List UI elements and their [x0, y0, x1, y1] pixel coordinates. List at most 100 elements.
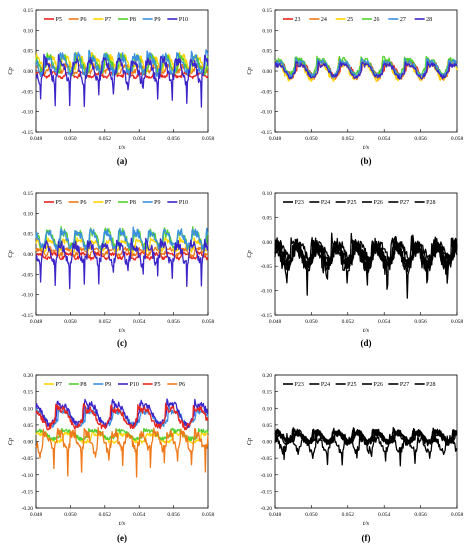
- y-axis-label: Cp: [7, 249, 14, 257]
- x-tick-label: 0.054: [133, 136, 146, 142]
- x-tick-label: 0.056: [414, 136, 427, 142]
- x-tick-label: 0.052: [99, 136, 112, 142]
- series-line-P5: [35, 402, 209, 431]
- y-tick-label: -0.10: [261, 473, 273, 479]
- panel-label: (f): [362, 533, 371, 543]
- legend-label: 24: [321, 17, 327, 23]
- y-tick-label: 0.05: [262, 423, 272, 429]
- y-tick-label: -0.05: [261, 89, 273, 95]
- y-tick-label: -0.20: [22, 506, 34, 512]
- x-tick-label: 0.052: [342, 512, 355, 518]
- series-line-P7: [35, 236, 209, 254]
- y-tick-label: 0.05: [262, 49, 272, 55]
- y-tick-label: 0.05: [23, 49, 33, 55]
- y-axis-label: Cp: [246, 437, 253, 445]
- x-tick-label: 0.052: [99, 512, 112, 518]
- legend-label: 23: [295, 17, 301, 23]
- legend-label: P26: [374, 200, 383, 206]
- x-tick-label: 0.056: [414, 319, 427, 325]
- y-tick-label: 0.00: [262, 440, 272, 446]
- x-tick-label: 0.056: [167, 136, 180, 142]
- y-tick-label: 0.10: [262, 406, 272, 412]
- y-tick-label: 0.00: [23, 440, 33, 446]
- x-axis-label: t/s: [119, 144, 126, 151]
- panel-label: (d): [361, 338, 372, 348]
- x-tick-label: 0.050: [64, 512, 77, 518]
- legend-label: 26: [374, 17, 380, 23]
- x-axis-label: t/s: [363, 520, 370, 527]
- y-tick-label: -0.15: [22, 489, 34, 495]
- x-tick-label: 0.048: [30, 512, 43, 518]
- y-axis-label: Cp: [7, 437, 14, 445]
- series-line-P28: [274, 232, 458, 299]
- legend-label: P28: [426, 200, 435, 206]
- y-tick-label: -0.05: [261, 456, 273, 462]
- x-tick-label: 0.050: [305, 319, 318, 325]
- legend-label: P9: [154, 17, 160, 23]
- y-tick-label: 0.20: [23, 373, 33, 379]
- legend-label: P8: [130, 17, 136, 23]
- x-tick-label: 0.056: [167, 319, 180, 325]
- x-axis-label: t/s: [363, 327, 370, 334]
- x-tick-label: 0.048: [269, 512, 282, 518]
- x-tick-label: 0.058: [202, 512, 215, 518]
- y-tick-label: 0.05: [23, 423, 33, 429]
- x-tick-label: 0.048: [269, 136, 282, 142]
- panel-c: -0.15 -0.10 -0.05 0.00 0.05 0.10 0.15 0.048 0.05…: [7, 191, 214, 348]
- legend: P7 P8 P9 P10 P5 P6: [44, 382, 185, 388]
- panel-label: (a): [117, 156, 128, 166]
- series-line-P26: [274, 241, 458, 270]
- x-tick-label: 0.048: [30, 136, 43, 142]
- series-line-P5: [35, 70, 209, 80]
- legend-label: P24: [321, 200, 330, 206]
- y-tick-label: -0.05: [22, 272, 34, 278]
- legend-label: P7: [105, 17, 111, 23]
- y-axis-label: Cp: [246, 66, 253, 74]
- legend-label: 28: [426, 17, 432, 23]
- series-line-P10: [35, 237, 209, 290]
- legend-label: P9: [105, 382, 111, 388]
- x-axis-label: t/s: [119, 520, 126, 527]
- y-tick-label: -0.15: [22, 130, 34, 136]
- legend-label: P6: [80, 17, 86, 23]
- y-tick-label: -0.15: [261, 489, 273, 495]
- y-tick-label: 0.10: [23, 28, 33, 34]
- x-tick-label: 0.056: [414, 512, 427, 518]
- x-axis-label: t/s: [119, 327, 126, 334]
- legend-label: 27: [400, 17, 406, 23]
- y-tick-label: -0.15: [261, 130, 273, 136]
- y-tick-label: 0.10: [23, 211, 33, 217]
- legend-label: P10: [179, 17, 188, 23]
- panel-label: (b): [361, 156, 372, 166]
- x-tick-label: 0.054: [133, 512, 146, 518]
- series-line-P8: [35, 427, 209, 442]
- y-tick-label: 0.20: [262, 373, 272, 379]
- y-tick-label: -0.10: [22, 293, 34, 299]
- legend-label: P27: [400, 382, 409, 388]
- y-tick-label: -0.05: [22, 456, 34, 462]
- y-tick-label: -0.10: [22, 473, 34, 479]
- x-tick-label: 0.048: [269, 319, 282, 325]
- series-line-28: [274, 60, 458, 80]
- y-tick-label: -0.20: [261, 506, 273, 512]
- x-tick-label: 0.054: [133, 319, 146, 325]
- y-tick-label: 0.00: [23, 69, 33, 75]
- legend-label: P25: [347, 382, 356, 388]
- legend-label: P10: [179, 200, 188, 206]
- y-tick-label: 0.15: [262, 8, 272, 14]
- series-line-P7: [35, 431, 209, 444]
- legend-label: 25: [347, 17, 353, 23]
- x-tick-label: 0.052: [342, 136, 355, 142]
- series-line-P6: [35, 426, 209, 478]
- y-tick-label: -0.15: [261, 313, 273, 319]
- x-tick-label: 0.050: [305, 512, 318, 518]
- y-tick-label: -0.15: [22, 313, 34, 319]
- x-tick-label: 0.054: [378, 512, 391, 518]
- legend-label: P24: [321, 382, 330, 388]
- x-tick-label: 0.058: [451, 512, 464, 518]
- x-tick-label: 0.052: [99, 319, 112, 325]
- y-tick-label: 0.10: [262, 191, 272, 197]
- legend-label: P7: [56, 382, 62, 388]
- legend-label: P23: [295, 200, 304, 206]
- y-tick-label: -0.10: [261, 289, 273, 295]
